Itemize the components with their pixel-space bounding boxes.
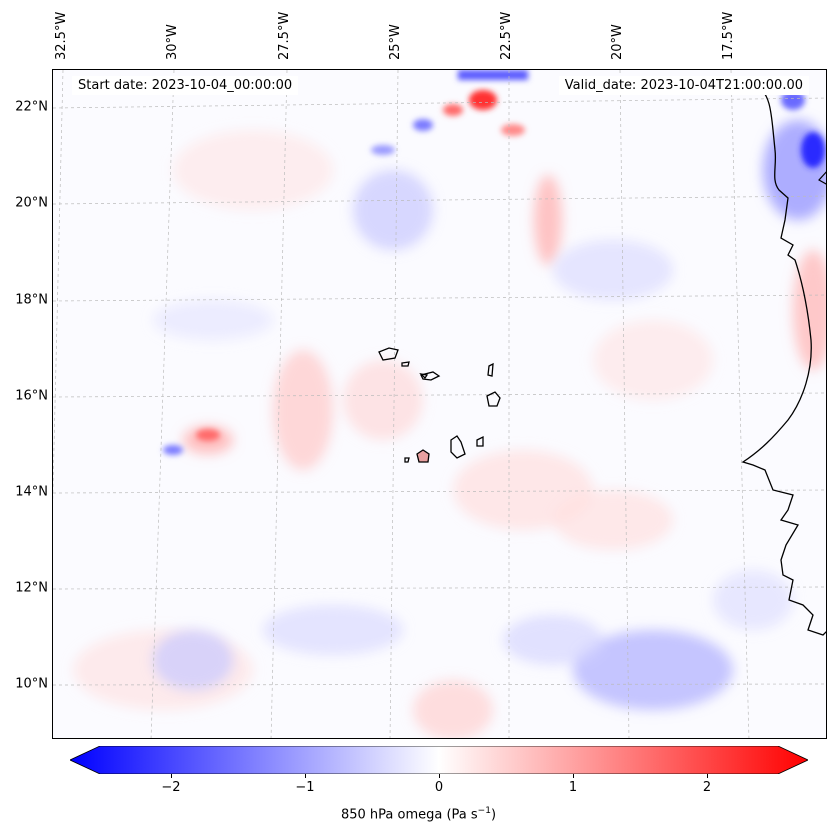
lat-label-20n: 20°N <box>15 195 48 211</box>
cb-tickmark <box>707 774 708 778</box>
lat-label-16n: 16°N <box>15 388 48 404</box>
lat-label-18n: 18°N <box>15 292 48 308</box>
lon-label-20w: 20°W <box>610 24 625 60</box>
lon-label-30w: 30°W <box>165 24 180 60</box>
lat-label-12n: 12°N <box>15 580 48 596</box>
island-brava <box>404 457 410 463</box>
lon-label-17-5w: 17.5°W <box>721 11 736 60</box>
island-boa-vista <box>486 391 501 407</box>
island-sal <box>487 362 494 377</box>
cb-tickmark <box>439 774 440 778</box>
africa-coastline <box>741 87 826 636</box>
colorbar-label-exponent: −1 <box>477 806 491 816</box>
island-sao-vicente <box>401 361 410 367</box>
cb-tickmark <box>305 774 306 778</box>
lon-label-27-5w: 27.5°W <box>277 11 292 60</box>
colorbar-label-main: 850 hPa omega (Pa s <box>340 807 478 823</box>
cape-verde-islands <box>378 347 501 463</box>
colorbar-label-close: ) <box>490 807 497 823</box>
cb-tick-label: 2 <box>702 780 712 795</box>
colorbar-label: 850 hPa omega (Pa s−1) <box>0 806 837 822</box>
lat-label-14n: 14°N <box>15 484 48 500</box>
start-date-label: Start date: 2023-10-04_00:00:00 <box>72 76 299 95</box>
island-sao-nicolau <box>420 371 441 381</box>
lon-label-25w: 25°W <box>388 24 403 60</box>
negative-omega-patches <box>153 120 826 710</box>
graticule <box>53 70 826 738</box>
cb-tickmark <box>573 774 574 778</box>
lat-label-22n: 22°N <box>15 99 48 115</box>
map-canvas <box>53 70 826 738</box>
cb-tick-label: 1 <box>568 780 578 795</box>
cb-tick-label: −1 <box>295 780 315 795</box>
strong-omega-features <box>163 70 825 455</box>
colorbar <box>70 746 808 774</box>
island-santiago <box>450 435 466 459</box>
cb-tickmark <box>171 774 172 778</box>
cb-tick-label: 0 <box>434 780 444 795</box>
lat-label-10n: 10°N <box>15 676 48 692</box>
coast-detail <box>818 171 826 185</box>
lon-label-22-5w: 22.5°W <box>499 11 514 60</box>
island-fogo <box>416 449 430 463</box>
valid-date-label: Valid_date: 2023-10-04T21:00:00.00 <box>558 76 809 95</box>
cb-tick-label: −2 <box>161 780 181 795</box>
island-maio <box>476 435 484 447</box>
lon-label-32-5w: 32.5°W <box>54 11 69 60</box>
island-santo-antao <box>378 347 399 361</box>
omega-map[interactable] <box>52 69 827 739</box>
